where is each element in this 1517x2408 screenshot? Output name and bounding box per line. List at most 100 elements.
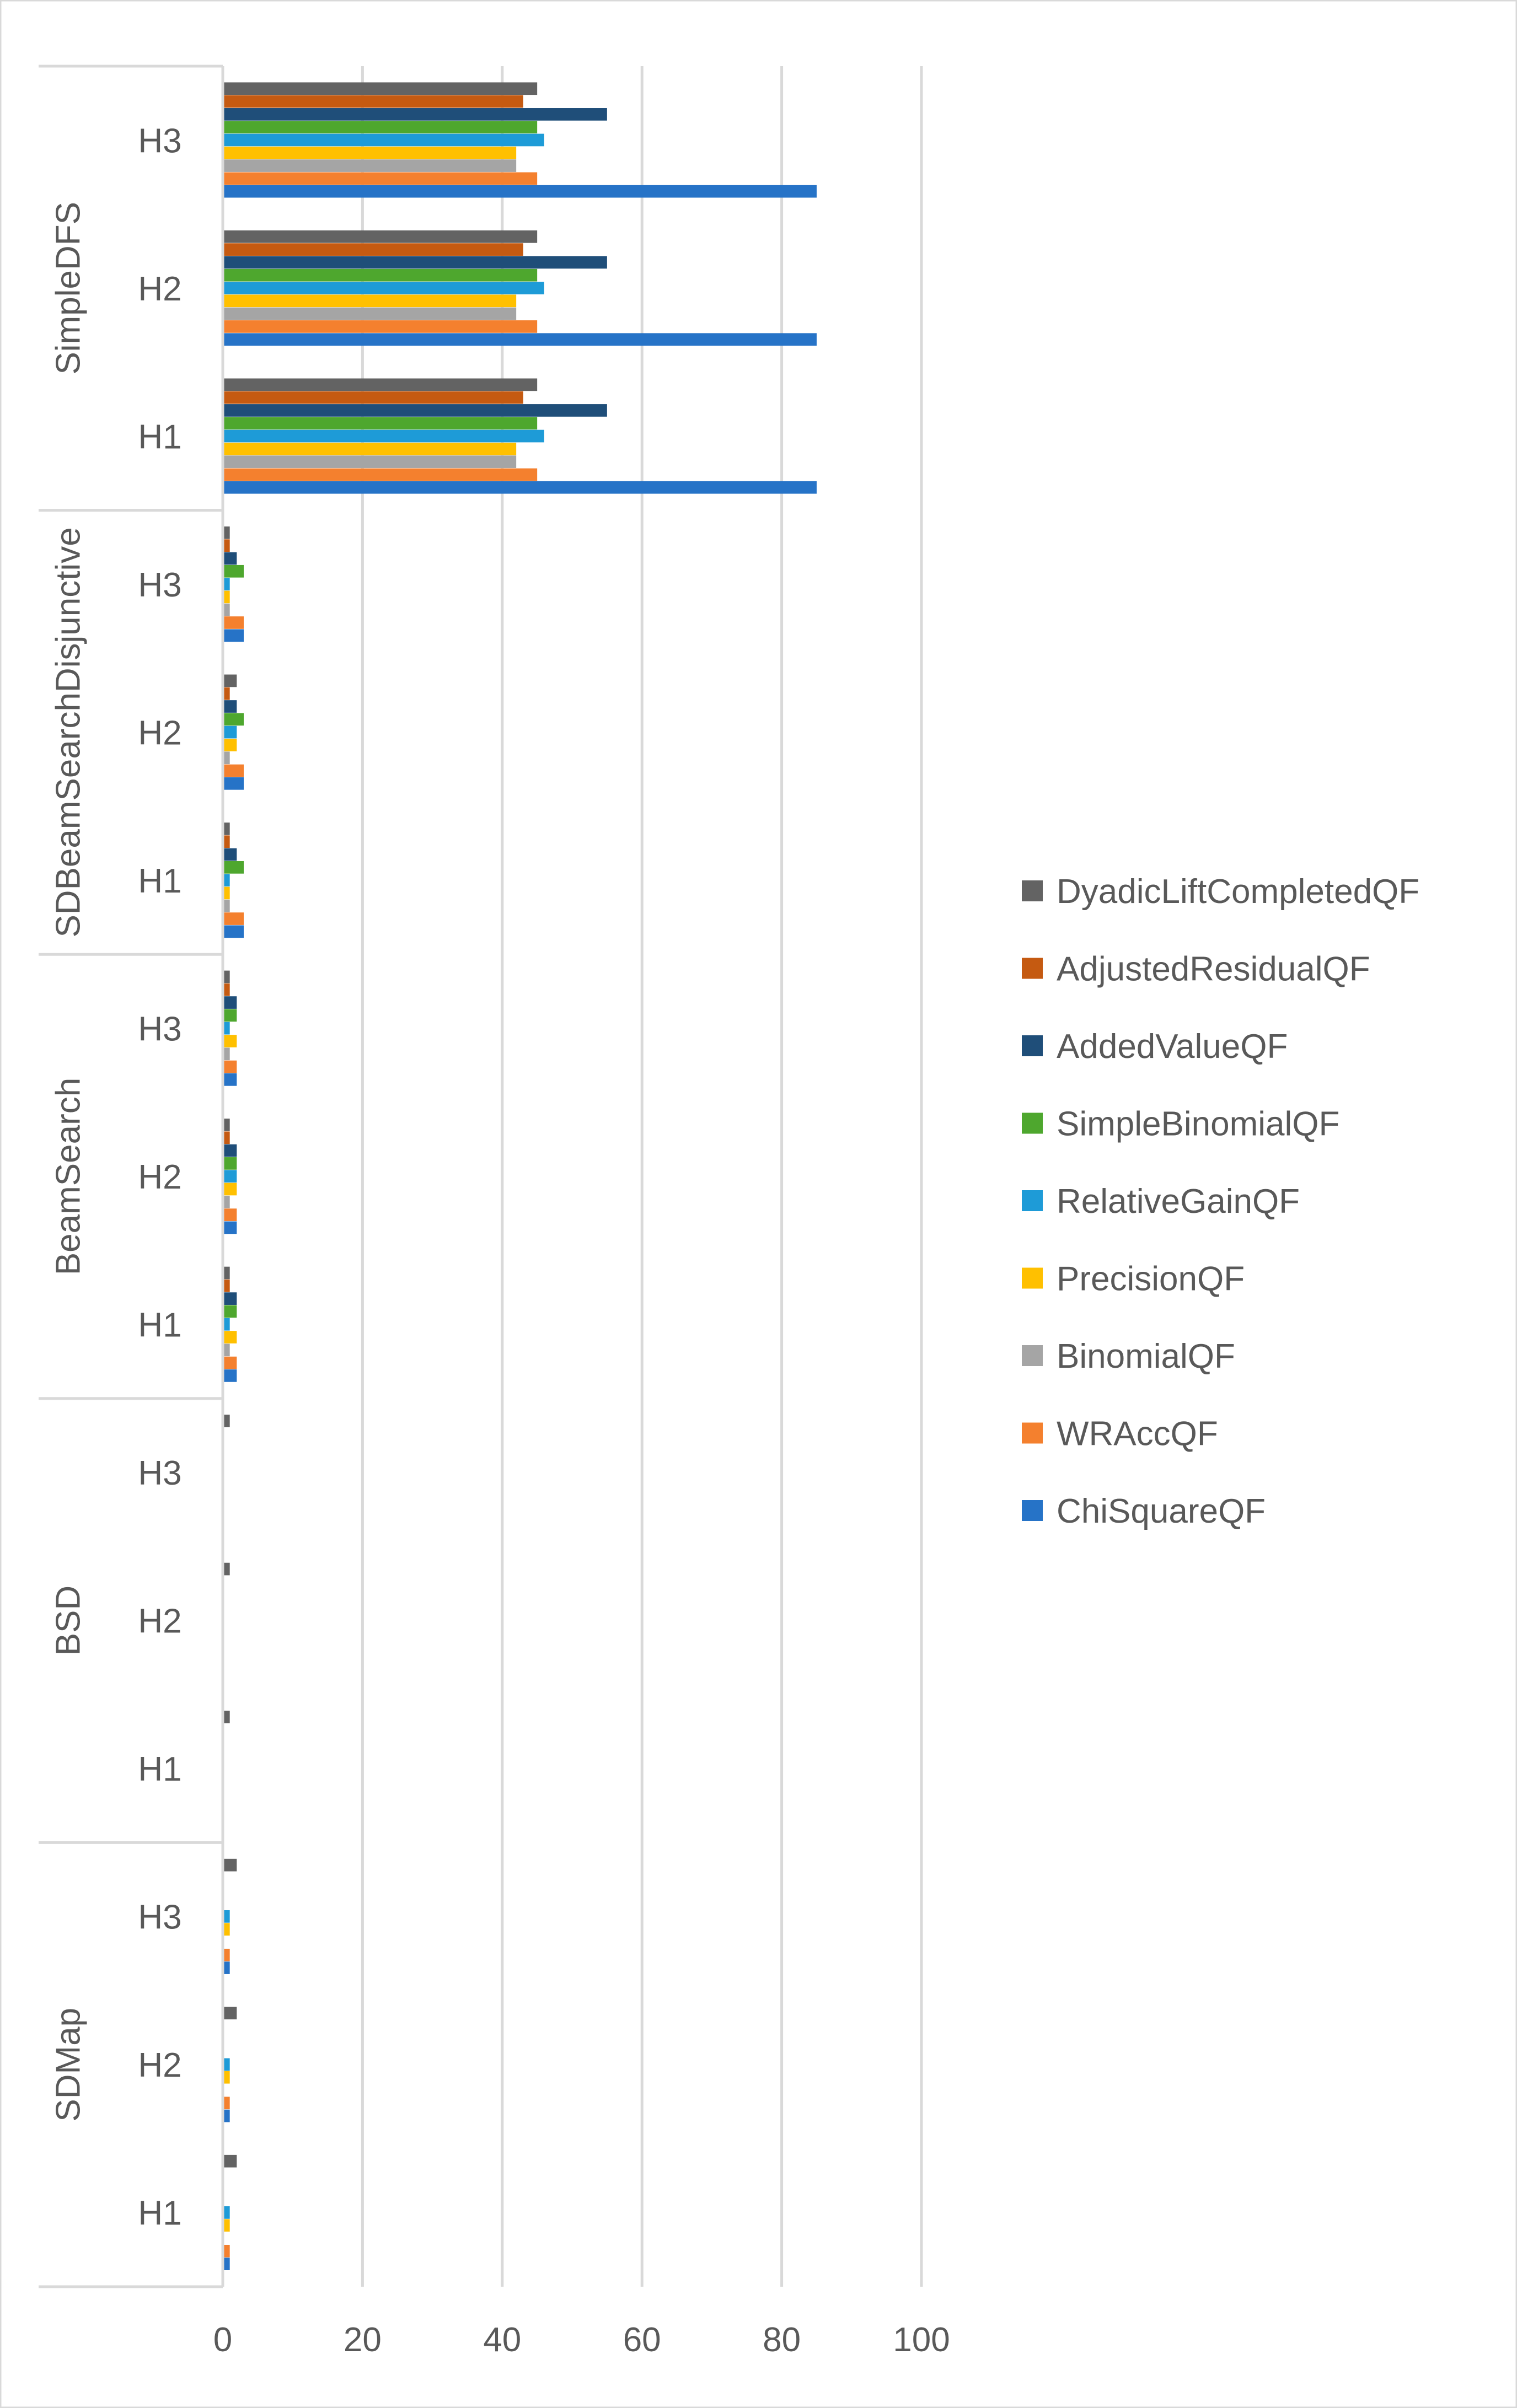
bar — [223, 1035, 237, 1047]
category-label-h3: H3 — [138, 1454, 181, 1492]
bar — [223, 108, 607, 121]
bar — [223, 172, 538, 185]
bar — [223, 874, 230, 886]
legend-label: AdjustedResidualQF — [1057, 950, 1370, 988]
bar — [223, 442, 517, 455]
bar — [223, 243, 523, 256]
bar — [223, 552, 237, 565]
bar — [223, 1961, 230, 1974]
bar — [223, 417, 538, 430]
legend-label: RelativeGainQF — [1057, 1182, 1300, 1221]
bar — [223, 1009, 237, 1022]
bar — [223, 391, 523, 404]
bar — [223, 835, 230, 848]
bar — [223, 1305, 237, 1318]
bar — [223, 970, 230, 983]
bar — [223, 121, 538, 134]
bar — [223, 468, 538, 481]
category-label-h2: H2 — [138, 2046, 181, 2084]
legend-swatch — [1022, 1500, 1043, 1521]
bar — [223, 230, 538, 243]
legend-item: WRAccQF — [1022, 1415, 1218, 1453]
bar — [223, 777, 244, 790]
legend: DyadicLiftCompletedQF AdjustedResidualQF A… — [1022, 873, 1419, 1530]
legend-item: SimpleBinomialQF — [1022, 1105, 1339, 1143]
bar — [223, 1182, 237, 1196]
bar — [223, 2258, 230, 2270]
bar — [223, 848, 237, 861]
bar — [223, 616, 244, 629]
bar — [223, 2097, 230, 2110]
bar — [223, 1060, 237, 1073]
bar — [223, 133, 544, 147]
bar — [223, 912, 244, 925]
legend-swatch — [1022, 1345, 1043, 1366]
category-label-h3: H3 — [138, 122, 181, 160]
legend-item: RelativeGainQF — [1022, 1182, 1300, 1221]
bar — [223, 764, 244, 777]
bar — [223, 739, 237, 751]
bars — [223, 82, 817, 2270]
bar — [223, 1195, 230, 1208]
bar — [223, 1292, 237, 1305]
legend-item: DyadicLiftCompletedQF — [1022, 873, 1419, 911]
bar — [223, 983, 230, 996]
bar — [223, 578, 230, 590]
bar — [223, 565, 244, 578]
legend-label: BinomialQF — [1057, 1337, 1235, 1375]
bar — [223, 2206, 230, 2219]
category-label-h2: H2 — [138, 1158, 181, 1196]
legend-item: BinomialQF — [1022, 1337, 1235, 1375]
category-label-h2: H2 — [138, 1603, 181, 1641]
bar — [223, 1910, 230, 1923]
bar — [223, 603, 230, 616]
bar — [223, 2109, 230, 2122]
x-tick-label: 60 — [623, 2321, 661, 2359]
bar — [223, 1343, 230, 1357]
legend-swatch — [1022, 1267, 1043, 1289]
bar — [223, 256, 607, 269]
bar — [223, 282, 544, 294]
bar — [223, 146, 517, 159]
bar — [223, 307, 517, 320]
category-label-h1: H1 — [138, 1307, 181, 1345]
bar — [223, 268, 538, 282]
x-tick-label: 0 — [213, 2321, 232, 2359]
bar — [223, 526, 230, 539]
bar — [223, 429, 544, 443]
bar — [223, 1221, 237, 1234]
legend-item: ChiSquareQF — [1022, 1492, 1266, 1530]
category-label-h3: H3 — [138, 566, 181, 604]
bar — [223, 996, 237, 1009]
bar — [223, 1948, 230, 1961]
category-label-h3: H3 — [138, 1899, 181, 1937]
bar — [223, 404, 607, 417]
legend-label: PrecisionQF — [1057, 1260, 1245, 1298]
bar — [223, 1331, 237, 1343]
bar — [223, 1131, 230, 1144]
group-label: SimpleDFS — [49, 202, 87, 375]
legend-swatch — [1022, 880, 1043, 901]
bar — [223, 1279, 230, 1292]
bar — [223, 823, 230, 835]
bar — [223, 751, 230, 765]
bar — [223, 725, 237, 739]
legend-swatch — [1022, 958, 1043, 979]
bar — [223, 925, 244, 938]
legend-item: PrecisionQF — [1022, 1260, 1245, 1298]
bar — [223, 674, 237, 687]
bar — [223, 713, 244, 726]
legend-label: AddedValueQF — [1057, 1028, 1288, 1066]
group-label: SDBeamSearchDisjunctive — [49, 527, 87, 937]
bar — [223, 1266, 230, 1280]
bar — [223, 861, 244, 874]
bar — [223, 1119, 230, 1131]
bar — [223, 1858, 237, 1872]
group-label: SDMap — [49, 2008, 87, 2122]
bar — [223, 1415, 230, 1427]
bar — [223, 687, 230, 700]
legend-label: WRAccQF — [1057, 1415, 1218, 1453]
bar — [223, 629, 244, 642]
x-tick-label: 80 — [763, 2321, 801, 2359]
